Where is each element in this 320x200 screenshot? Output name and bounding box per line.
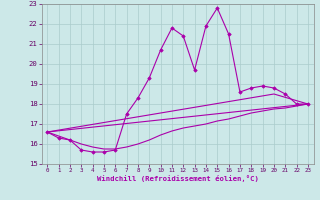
X-axis label: Windchill (Refroidissement éolien,°C): Windchill (Refroidissement éolien,°C) — [97, 175, 259, 182]
